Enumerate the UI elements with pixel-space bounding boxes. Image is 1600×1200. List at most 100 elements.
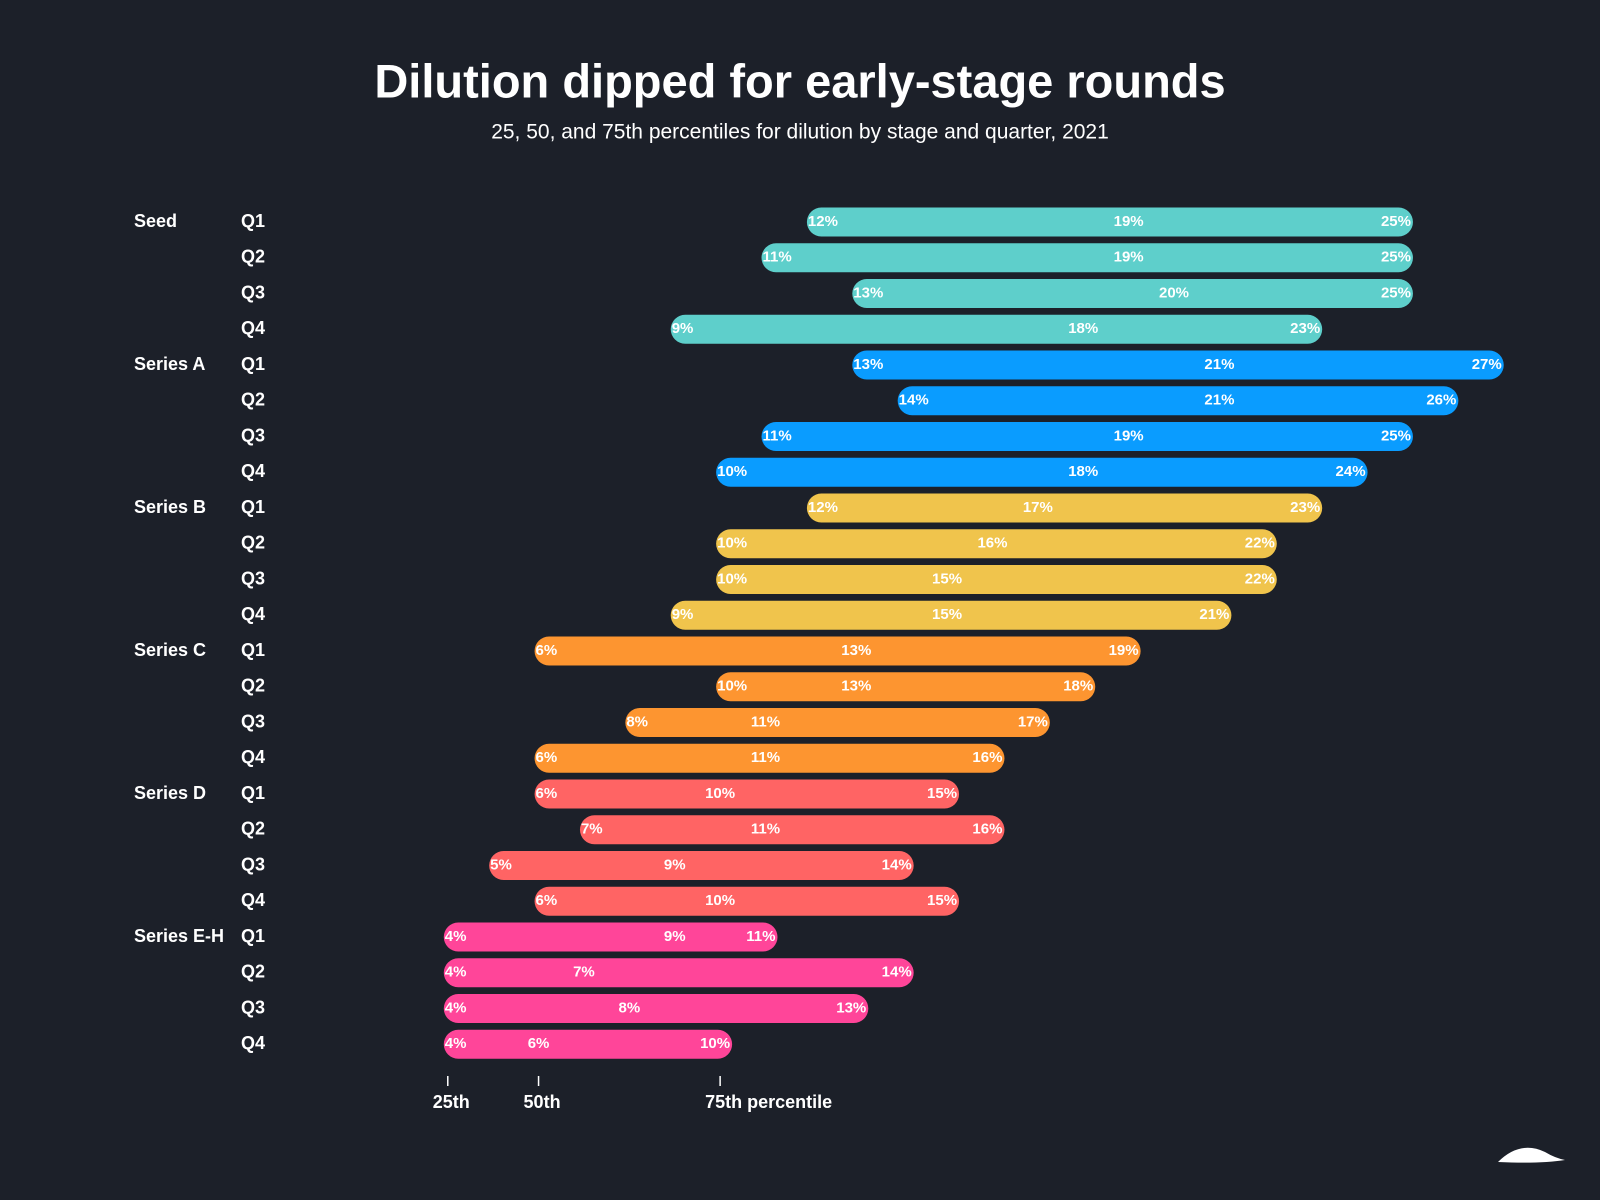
value-label: 4% — [445, 964, 467, 981]
value-label: 8% — [626, 713, 648, 730]
range-bar — [443, 1029, 733, 1059]
quarter-label: Q1 — [241, 497, 265, 517]
value-label: 11% — [751, 821, 780, 838]
quarter-label: Q2 — [241, 247, 265, 267]
value-label: 10% — [700, 1035, 730, 1052]
value-label: 9% — [672, 320, 694, 337]
value-label: 9% — [664, 856, 686, 873]
value-label: 16% — [972, 821, 1002, 838]
stage-label: Series D — [134, 783, 206, 803]
value-label: 9% — [672, 606, 694, 623]
value-label: 18% — [1068, 463, 1098, 480]
value-label: 19% — [1109, 642, 1139, 659]
quarter-label: Q1 — [241, 354, 265, 374]
value-label: 11% — [763, 249, 792, 266]
quarter-label: Q4 — [241, 1033, 265, 1053]
value-label: 25% — [1381, 284, 1411, 301]
value-label: 18% — [1068, 320, 1098, 337]
chart-title: Dilution dipped for early-stage rounds — [374, 54, 1225, 107]
value-label: 11% — [746, 928, 775, 945]
range-bar — [852, 350, 1504, 380]
range-bar — [761, 243, 1413, 273]
value-label: 16% — [977, 535, 1007, 552]
range-bar — [443, 958, 914, 988]
value-label: 14% — [882, 856, 912, 873]
value-label: 8% — [618, 999, 640, 1016]
range-bar — [534, 886, 960, 916]
stage-label: Series B — [134, 497, 206, 517]
range-bar — [579, 815, 1005, 845]
key-label: 50th — [524, 1092, 561, 1112]
range-bar — [897, 386, 1459, 416]
range-bar — [716, 529, 1277, 559]
range-bar — [716, 672, 1096, 702]
value-label: 21% — [1204, 392, 1234, 409]
value-label: 6% — [536, 892, 558, 909]
value-label: 6% — [528, 1035, 550, 1052]
value-label: 23% — [1290, 320, 1320, 337]
range-bar — [443, 922, 778, 952]
value-label: 15% — [927, 892, 957, 909]
quarter-label: Q3 — [241, 425, 265, 445]
value-label: 23% — [1290, 499, 1320, 516]
quarter-label: Q3 — [241, 711, 265, 731]
range-bar — [670, 600, 1232, 630]
range-bar — [806, 493, 1323, 523]
range-bar — [852, 279, 1413, 308]
range-bar — [670, 314, 1323, 344]
value-label: 10% — [717, 678, 747, 695]
stage-label: Series E-H — [134, 926, 224, 946]
value-label: 13% — [853, 284, 883, 301]
quarter-label: Q1 — [241, 211, 265, 231]
value-label: 18% — [1063, 678, 1093, 695]
value-label: 22% — [1245, 535, 1275, 552]
value-label: 10% — [705, 785, 735, 802]
value-label: 25% — [1381, 427, 1411, 444]
quarter-label: Q4 — [241, 318, 265, 338]
value-label: 7% — [573, 964, 595, 981]
value-label: 25% — [1381, 213, 1411, 230]
range-bar — [716, 457, 1368, 487]
value-label: 10% — [717, 570, 747, 587]
value-label: 10% — [717, 535, 747, 552]
value-label: 17% — [1018, 713, 1048, 730]
value-label: 20% — [1159, 284, 1189, 301]
range-bar — [534, 636, 1141, 666]
quarter-label: Q1 — [241, 640, 265, 660]
range-bar — [625, 708, 1050, 737]
range-bar — [716, 565, 1277, 594]
value-label: 6% — [536, 749, 558, 766]
range-bar — [443, 994, 869, 1023]
quarter-label: Q4 — [241, 604, 265, 624]
stage-label: Series A — [134, 354, 205, 374]
quarter-label: Q4 — [241, 747, 265, 767]
value-label: 11% — [763, 427, 792, 444]
value-label: 22% — [1245, 570, 1275, 587]
quarter-label: Q3 — [241, 854, 265, 874]
logo — [1498, 1147, 1565, 1163]
value-label: 6% — [536, 642, 558, 659]
value-label: 27% — [1472, 356, 1502, 373]
value-label: 26% — [1426, 392, 1456, 409]
quarter-label: Q2 — [241, 533, 265, 553]
value-label: 7% — [581, 821, 603, 838]
value-label: 4% — [445, 999, 467, 1016]
value-label: 10% — [717, 463, 747, 480]
value-label: 4% — [445, 1035, 467, 1052]
value-label: 13% — [836, 999, 866, 1016]
value-label: 19% — [1114, 427, 1144, 444]
value-label: 16% — [972, 749, 1002, 766]
value-label: 5% — [490, 856, 512, 873]
quarter-label: Q3 — [241, 568, 265, 588]
value-label: 13% — [841, 642, 871, 659]
value-label: 12% — [808, 213, 838, 230]
value-label: 21% — [1204, 356, 1234, 373]
value-label: 4% — [445, 928, 467, 945]
range-bar — [489, 851, 914, 880]
quarter-label: Q2 — [241, 819, 265, 839]
value-label: 15% — [927, 785, 957, 802]
value-label: 25% — [1381, 249, 1411, 266]
stage-label: Series C — [134, 640, 206, 660]
value-label: 13% — [853, 356, 883, 373]
